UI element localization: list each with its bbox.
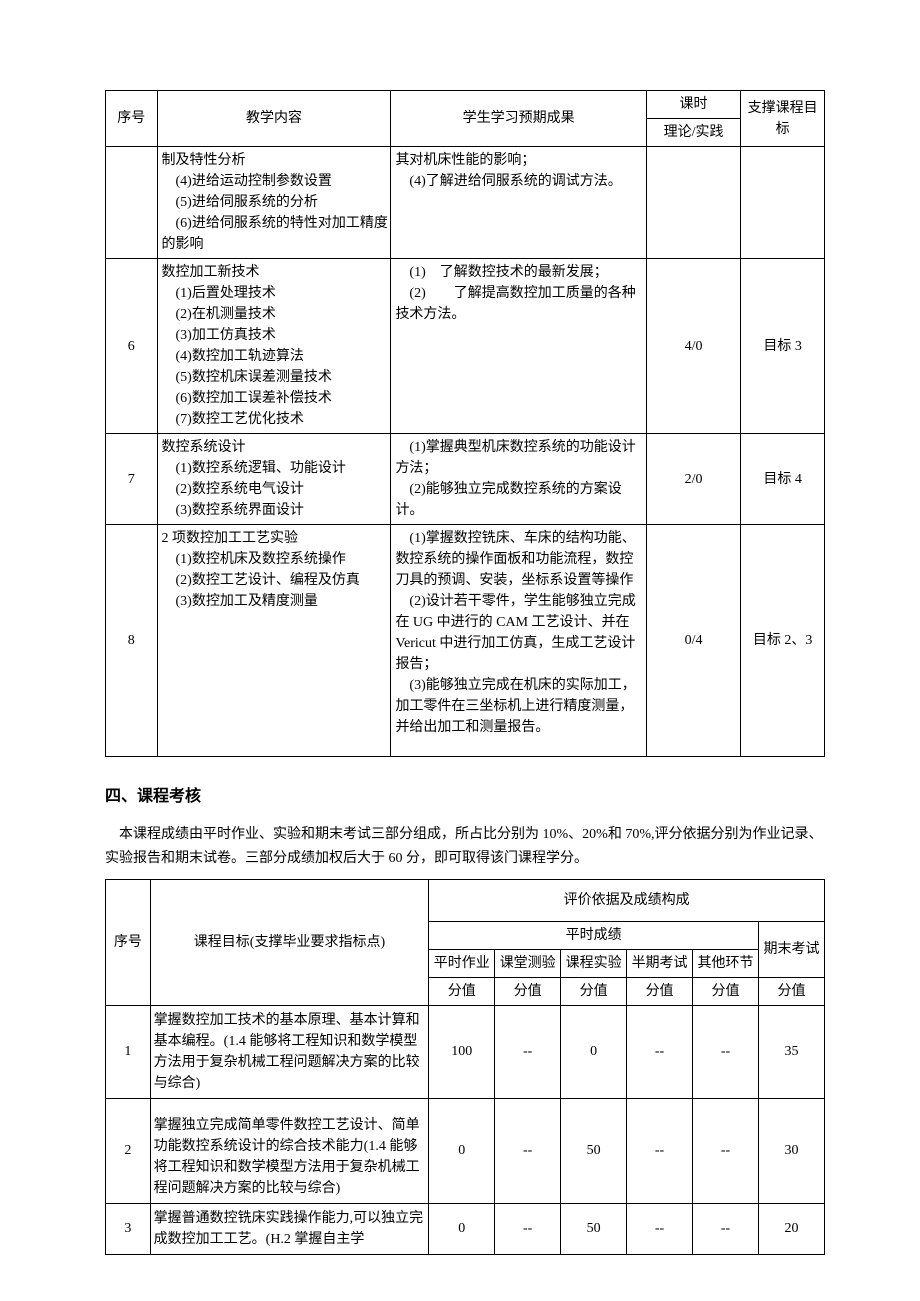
cell-content: 制及特性分析 (4)进给运动控制参数设置 (5)进给伺服系统的分析 (6)进给伺…	[157, 147, 391, 259]
cell-final: 30	[758, 1098, 824, 1203]
cell-lab: 50	[561, 1098, 627, 1203]
cell-quiz: --	[495, 1203, 561, 1254]
th2-score-6: 分值	[758, 977, 824, 1005]
cell-target: 掌握数控加工技术的基本原理、基本计算和基本编程。(1.4 能够将工程知识和数学模…	[150, 1005, 429, 1098]
cell-other: --	[693, 1203, 759, 1254]
cell-goal	[741, 147, 825, 259]
th2-seq: 序号	[106, 879, 151, 1005]
table-row: 1掌握数控加工技术的基本原理、基本计算和基本编程。(1.4 能够将工程知识和数学…	[106, 1005, 825, 1098]
table-row: 3掌握普通数控铣床实践操作能力,可以独立完成数控加工工艺。(H.2 掌握自主学0…	[106, 1203, 825, 1254]
th2-final: 期末考试	[758, 921, 824, 977]
cell-target: 掌握独立完成简单零件数控工艺设计、简单功能数控系统设计的综合技术能力(1.4 能…	[150, 1098, 429, 1203]
th2-usual-group: 平时成绩	[429, 921, 759, 949]
cell-quiz: --	[495, 1098, 561, 1203]
cell-lab: 50	[561, 1203, 627, 1254]
assessment-table: 序号 课程目标(支撑毕业要求指标点) 评价依据及成绩构成 平时成绩 期末考试 平…	[105, 879, 825, 1255]
th2-eval-group: 评价依据及成绩构成	[429, 879, 825, 921]
th2-midterm: 半期考试	[627, 949, 693, 977]
table-row: 82 项数控加工工艺实验 (1)数控机床及数控系统操作 (2)数控工艺设计、编程…	[106, 525, 825, 757]
cell-goal: 目标 3	[741, 259, 825, 434]
cell-hours: 4/0	[646, 259, 740, 434]
teaching-content-table: 序号 教学内容 学生学习预期成果 课时 支撑课程目标 理论/实践 制及特性分析 …	[105, 90, 825, 757]
cell-content: 数控加工新技术 (1)后置处理技术 (2)在机测量技术 (3)加工仿真技术 (4…	[157, 259, 391, 434]
cell-other: --	[693, 1098, 759, 1203]
cell-midterm: --	[627, 1098, 693, 1203]
th2-quiz: 课堂测验	[495, 949, 561, 977]
table-row: 6数控加工新技术 (1)后置处理技术 (2)在机测量技术 (3)加工仿真技术 (…	[106, 259, 825, 434]
th2-score-2: 分值	[495, 977, 561, 1005]
cell-seq: 3	[106, 1203, 151, 1254]
cell-seq: 1	[106, 1005, 151, 1098]
cell-hours	[646, 147, 740, 259]
cell-hw: 100	[429, 1005, 495, 1098]
cell-target: 掌握普通数控铣床实践操作能力,可以独立完成数控加工工艺。(H.2 掌握自主学	[150, 1203, 429, 1254]
cell-outcome: 其对机床性能的影响； (4)了解进给伺服系统的调试方法。	[391, 147, 646, 259]
cell-lab: 0	[561, 1005, 627, 1098]
th2-score-4: 分值	[627, 977, 693, 1005]
table-row: 7数控系统设计 (1)数控系统逻辑、功能设计 (2)数控系统电气设计 (3)数控…	[106, 434, 825, 525]
cell-outcome: (1)掌握典型机床数控系统的功能设计方法； (2)能够独立完成数控系统的方案设计…	[391, 434, 646, 525]
th2-score-3: 分值	[561, 977, 627, 1005]
cell-seq: 8	[106, 525, 158, 757]
th-goal: 支撑课程目标	[741, 91, 825, 147]
th-seq: 序号	[106, 91, 158, 147]
th-outcome: 学生学习预期成果	[391, 91, 646, 147]
cell-final: 20	[758, 1203, 824, 1254]
cell-content: 2 项数控加工工艺实验 (1)数控机床及数控系统操作 (2)数控工艺设计、编程及…	[157, 525, 391, 757]
th2-other: 其他环节	[693, 949, 759, 977]
cell-outcome: (1)掌握数控铣床、车床的结构功能、数控系统的操作面板和功能流程，数控刀具的预调…	[391, 525, 646, 757]
cell-hw: 0	[429, 1203, 495, 1254]
th2-target: 课程目标(支撑毕业要求指标点)	[150, 879, 429, 1005]
table-row: 制及特性分析 (4)进给运动控制参数设置 (5)进给伺服系统的分析 (6)进给伺…	[106, 147, 825, 259]
th2-score-5: 分值	[693, 977, 759, 1005]
section-heading: 四、课程考核	[105, 785, 825, 809]
cell-final: 35	[758, 1005, 824, 1098]
cell-content: 数控系统设计 (1)数控系统逻辑、功能设计 (2)数控系统电气设计 (3)数控系…	[157, 434, 391, 525]
cell-hours: 2/0	[646, 434, 740, 525]
th2-lab: 课程实验	[561, 949, 627, 977]
th2-hw: 平时作业	[429, 949, 495, 977]
cell-hours: 0/4	[646, 525, 740, 757]
cell-other: --	[693, 1005, 759, 1098]
cell-quiz: --	[495, 1005, 561, 1098]
table-row: 2掌握独立完成简单零件数控工艺设计、简单功能数控系统设计的综合技术能力(1.4 …	[106, 1098, 825, 1203]
cell-seq: 7	[106, 434, 158, 525]
cell-seq: 2	[106, 1098, 151, 1203]
cell-midterm: --	[627, 1203, 693, 1254]
th-content: 教学内容	[157, 91, 391, 147]
cell-outcome: (1) 了解数控技术的最新发展； (2) 了解提高数控加工质量的各种技术方法。	[391, 259, 646, 434]
cell-midterm: --	[627, 1005, 693, 1098]
cell-seq: 6	[106, 259, 158, 434]
th2-score-1: 分值	[429, 977, 495, 1005]
th-hours-group: 课时	[646, 91, 740, 119]
cell-goal: 目标 2、3	[741, 525, 825, 757]
cell-hw: 0	[429, 1098, 495, 1203]
section-paragraph: 本课程成绩由平时作业、实验和期末考试三部分组成，所占比分别为 10%、20%和 …	[105, 823, 825, 871]
cell-seq	[106, 147, 158, 259]
th-hours-sub: 理论/实践	[646, 119, 740, 147]
cell-goal: 目标 4	[741, 434, 825, 525]
